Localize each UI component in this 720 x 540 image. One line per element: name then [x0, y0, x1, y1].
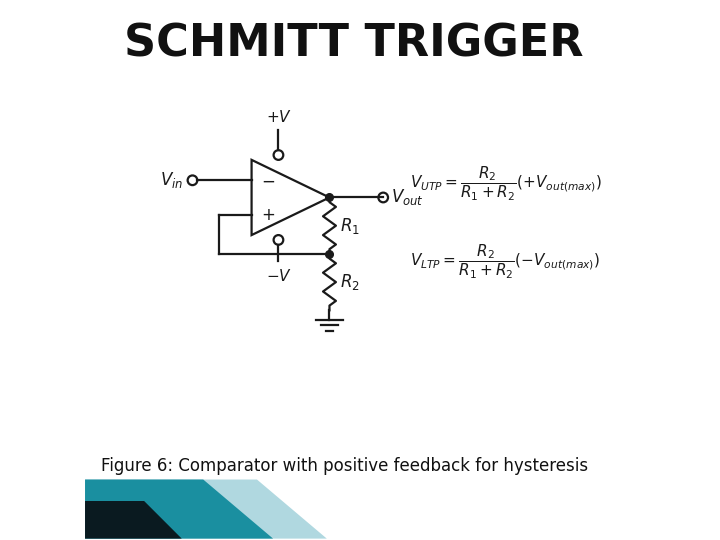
Text: $V_{LTP} = \dfrac{R_2}{R_1+R_2}\left(-V_{out(max)}\right)$: $V_{LTP} = \dfrac{R_2}{R_1+R_2}\left(-V_…: [410, 243, 600, 281]
Text: Figure 6: Comparator with positive feedback for hysteresis: Figure 6: Comparator with positive feedb…: [101, 457, 588, 475]
Text: SCHMITT TRIGGER: SCHMITT TRIGGER: [124, 23, 583, 66]
Polygon shape: [85, 480, 327, 538]
Text: $R_2$: $R_2$: [341, 272, 360, 292]
Text: $+$: $+$: [261, 206, 275, 224]
Text: $R_1$: $R_1$: [341, 215, 360, 235]
Text: $V_{out}$: $V_{out}$: [391, 187, 424, 207]
Text: $V_{in}$: $V_{in}$: [160, 170, 183, 190]
Text: $V_{UTP} = \dfrac{R_2}{R_1+R_2}\left(+V_{out(max)}\right)$: $V_{UTP} = \dfrac{R_2}{R_1+R_2}\left(+V_…: [410, 165, 602, 203]
Polygon shape: [85, 480, 273, 538]
Text: $-$: $-$: [261, 171, 276, 190]
Polygon shape: [85, 501, 181, 538]
Text: $+V$: $+V$: [266, 109, 292, 125]
Text: $-V$: $-V$: [266, 268, 292, 285]
